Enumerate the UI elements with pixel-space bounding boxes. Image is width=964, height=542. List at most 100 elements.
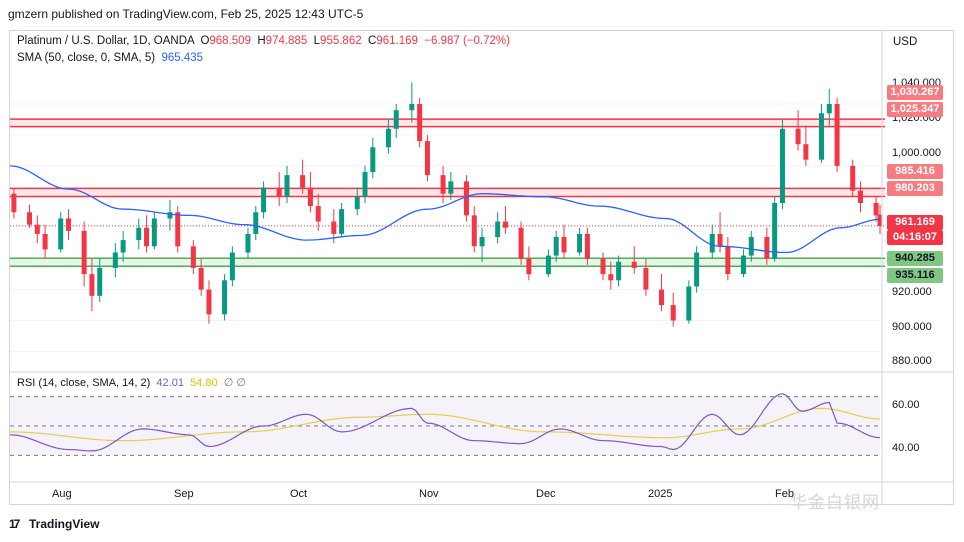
candle-body bbox=[136, 227, 142, 241]
candle-body bbox=[253, 212, 259, 234]
time-tick: Dec bbox=[536, 488, 556, 500]
rsi-tick: 60.00 bbox=[892, 399, 920, 411]
candle-body bbox=[740, 255, 746, 275]
candle-body bbox=[795, 128, 801, 145]
brand-name: TradingView bbox=[29, 517, 100, 531]
tradingview-mark-icon: 17 bbox=[9, 517, 20, 531]
candle-body bbox=[643, 267, 649, 290]
candle-body bbox=[803, 144, 809, 160]
candle-body bbox=[315, 206, 321, 222]
candle-body bbox=[362, 172, 368, 197]
grid-layer bbox=[10, 103, 880, 352]
publisher-line: gmzern published on TradingView.com, Feb… bbox=[8, 7, 364, 21]
candle-body bbox=[686, 286, 692, 321]
candle-body bbox=[42, 233, 48, 250]
candle-body bbox=[717, 233, 723, 247]
rsi-legend[interactable]: RSI (14, close, SMA, 14, 2) 42.01 54.80 … bbox=[17, 376, 246, 389]
candle-body bbox=[300, 175, 306, 188]
candle-body bbox=[261, 187, 267, 213]
sma-label: SMA (50, close, 0, SMA, 5) bbox=[17, 52, 156, 64]
candle-body bbox=[772, 202, 778, 259]
candle-body bbox=[409, 104, 415, 111]
candle-body bbox=[167, 212, 173, 219]
rsi-layer bbox=[9, 393, 881, 456]
candle-body bbox=[34, 224, 40, 234]
zone-top-lower-tag: 1,025.347 bbox=[887, 102, 943, 117]
candle-body bbox=[144, 227, 150, 247]
time-tick: Aug bbox=[52, 488, 72, 500]
candle-body bbox=[834, 104, 840, 166]
open-value: 968.509 bbox=[209, 35, 251, 47]
zone-low-lower-tag: 935.116 bbox=[887, 268, 943, 283]
open-label: O bbox=[200, 35, 210, 47]
candle-body bbox=[440, 175, 446, 194]
change-value: −6.987 (−0.72%) bbox=[424, 35, 510, 47]
sma-layer bbox=[9, 165, 881, 254]
candle-body bbox=[89, 274, 95, 296]
candle-body bbox=[577, 233, 583, 253]
candle-body bbox=[198, 267, 204, 290]
candle-body bbox=[545, 255, 551, 275]
candle-body bbox=[229, 252, 235, 281]
currency-button[interactable]: USD bbox=[893, 36, 918, 48]
zone-mid-lower-tag: 980.203 bbox=[887, 181, 943, 196]
candle-body bbox=[779, 128, 785, 203]
candle-body bbox=[190, 246, 196, 268]
candle-body bbox=[608, 274, 614, 281]
last-price-tag: 961.169 bbox=[887, 215, 943, 230]
low-label: L bbox=[313, 35, 321, 47]
candle-body bbox=[600, 258, 606, 275]
rsi-ma-line bbox=[10, 407, 881, 442]
resistance-zone bbox=[10, 188, 885, 197]
time-tick: Nov bbox=[419, 488, 439, 500]
candle-body bbox=[526, 258, 532, 275]
low-value: 955.862 bbox=[320, 35, 362, 47]
candle-body bbox=[764, 237, 770, 259]
candle-body bbox=[873, 202, 879, 216]
price-tick: 1,000.000 bbox=[892, 147, 941, 159]
time-tick: Sep bbox=[174, 488, 194, 500]
candle-body bbox=[276, 187, 282, 197]
sma-value: 965.435 bbox=[161, 52, 204, 64]
high-value: 974.885 bbox=[265, 35, 308, 47]
candle-body bbox=[385, 128, 391, 148]
candle-body bbox=[850, 165, 856, 191]
candle-body bbox=[495, 221, 501, 238]
candle-body bbox=[81, 230, 87, 275]
candle-body bbox=[616, 261, 622, 281]
candle-body bbox=[66, 218, 72, 231]
support-zone bbox=[10, 258, 885, 267]
candle-body bbox=[284, 175, 290, 197]
rsi-ma-value: 54.80 bbox=[190, 377, 218, 389]
high-label: H bbox=[257, 35, 266, 47]
candle-body bbox=[307, 187, 313, 207]
candle-body bbox=[857, 190, 863, 203]
candle-body bbox=[222, 280, 228, 315]
rsi-value: 42.01 bbox=[156, 377, 184, 389]
candle-body bbox=[370, 147, 376, 173]
candle-body bbox=[694, 252, 700, 287]
countdown-tag: 04:16:07 bbox=[887, 230, 943, 245]
candle-body bbox=[11, 193, 17, 213]
candle-body bbox=[27, 212, 33, 225]
candle-body bbox=[120, 240, 126, 253]
candle-body bbox=[245, 233, 251, 253]
zone-top-upper-tag: 1,030.267 bbox=[887, 85, 943, 100]
candle-body bbox=[659, 289, 665, 306]
candle-body bbox=[393, 110, 399, 129]
symbol-name[interactable]: Platinum / U.S. Dollar, 1D, OANDA bbox=[17, 35, 195, 47]
sma-line bbox=[9, 165, 881, 254]
sma-legend[interactable]: SMA (50, close, 0, SMA, 5) 965.435 bbox=[17, 52, 203, 64]
candle-body bbox=[748, 237, 754, 256]
candle-body bbox=[709, 233, 715, 253]
candle-body bbox=[670, 305, 676, 321]
zone-layer bbox=[10, 118, 885, 267]
candle-body bbox=[553, 237, 559, 256]
candle-body bbox=[502, 221, 508, 228]
candle-body bbox=[877, 214, 883, 226]
tradingview-logo[interactable]: 17 TradingView bbox=[9, 517, 99, 531]
candle-body bbox=[631, 261, 637, 268]
symbol-legend: Platinum / U.S. Dollar, 1D, OANDA O968.5… bbox=[17, 35, 510, 47]
watermark: 华金白银网 bbox=[790, 493, 880, 512]
